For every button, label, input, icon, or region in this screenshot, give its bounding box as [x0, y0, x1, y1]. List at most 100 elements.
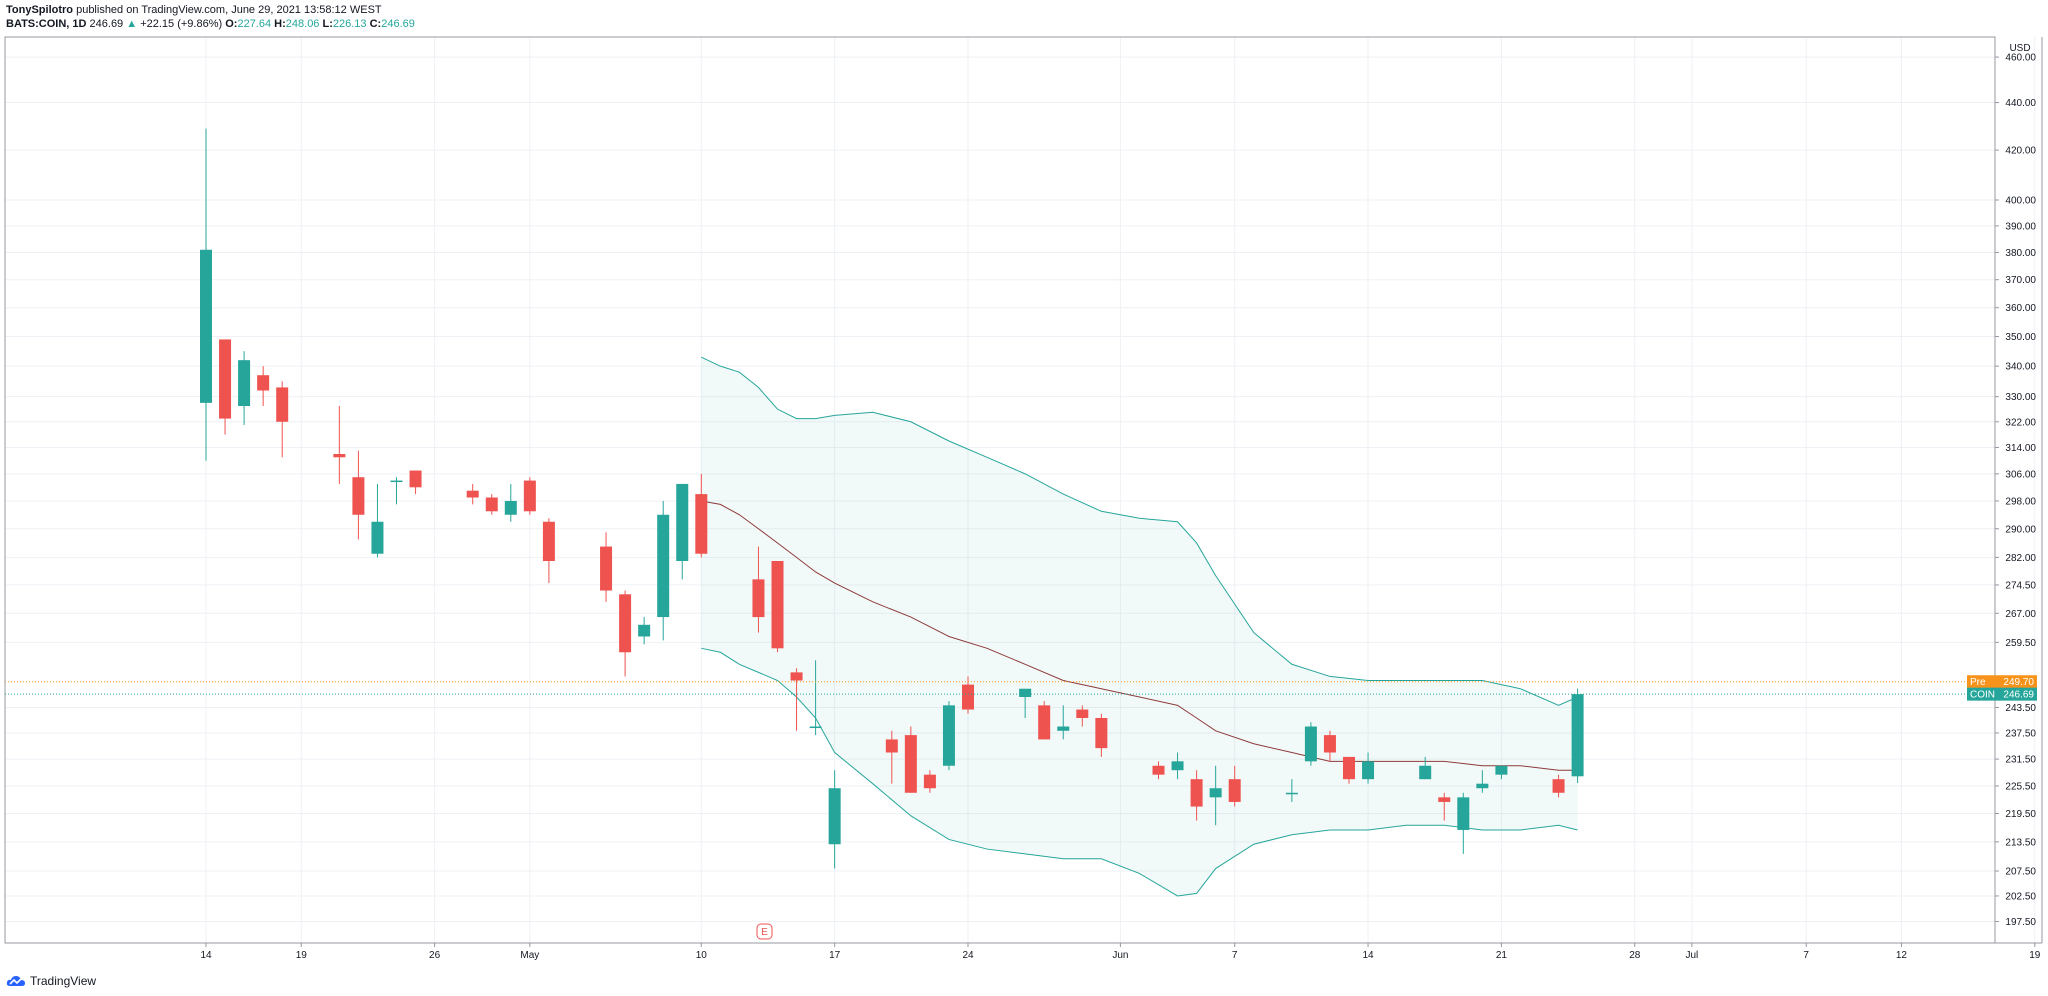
- candle-body: [542, 521, 555, 562]
- candle-up: [809, 660, 822, 736]
- x-tick-label: Jun: [1112, 950, 1128, 961]
- lower-band-line: [701, 647, 1578, 897]
- candle-body: [1571, 694, 1584, 777]
- candle-up: [1571, 688, 1584, 784]
- candle-up: [390, 477, 403, 505]
- low-label: L:: [322, 18, 333, 30]
- candle-down: [885, 730, 898, 784]
- candle-up: [1171, 752, 1184, 780]
- candle-body: [485, 497, 498, 512]
- x-tick-label: May: [520, 950, 539, 961]
- x-tick-label: Jul: [1686, 950, 1699, 961]
- candle-up: [1362, 752, 1375, 784]
- candle-down: [790, 668, 803, 731]
- author-name[interactable]: TonySpilotro: [6, 4, 74, 16]
- candle-body: [371, 521, 384, 554]
- candle-body: [1095, 717, 1108, 749]
- y-tick-label: 290.00: [2005, 524, 2036, 535]
- candle-body: [1019, 688, 1032, 697]
- candle-down: [619, 590, 632, 677]
- candle-up: [676, 483, 689, 580]
- y-tick-label: 314.00: [2005, 443, 2036, 454]
- candle-body: [1457, 797, 1470, 830]
- earnings-icon: E: [761, 927, 768, 938]
- open-value: 227.64: [237, 18, 272, 30]
- coin-tag-value: 246.69: [2003, 690, 2034, 701]
- candle-body: [752, 579, 765, 618]
- tradingview-logo[interactable]: TradingView: [6, 974, 96, 988]
- brand-name: TradingView: [30, 974, 97, 988]
- candle-down: [1095, 713, 1108, 757]
- low-value: 226.13: [332, 18, 367, 30]
- x-tick-label: 17: [829, 950, 841, 961]
- candle-down: [600, 532, 613, 602]
- x-tick-label: 14: [200, 950, 212, 961]
- currency-text: USD: [2009, 43, 2030, 54]
- candle-up: [638, 617, 651, 645]
- earnings-marker[interactable]: E: [756, 923, 773, 940]
- candle-down: [1190, 770, 1203, 821]
- y-tick-label: 400.00: [2005, 196, 2036, 207]
- y-tick-label: 243.50: [2005, 703, 2036, 714]
- candle-body: [676, 483, 689, 562]
- candle-up: [1057, 705, 1070, 740]
- bollinger-bands: [701, 356, 1578, 897]
- candle-body: [504, 500, 517, 515]
- y-tick-label: 322.00: [2005, 417, 2036, 428]
- candle-up: [942, 701, 955, 771]
- candle-up: [1285, 779, 1298, 802]
- x-tick-label: 26: [429, 950, 441, 961]
- candle-down: [1038, 701, 1051, 740]
- candle-down: [904, 726, 917, 793]
- candle-body: [1304, 726, 1317, 762]
- x-tick-label: 14: [1362, 950, 1374, 961]
- x-tick-label: 28: [1629, 950, 1641, 961]
- y-tick-label: 460.00: [2005, 53, 2036, 64]
- candle-body: [1285, 792, 1298, 795]
- candle-up: [1209, 765, 1222, 826]
- candle-down: [276, 381, 289, 458]
- y-tick-label: 219.50: [2005, 809, 2036, 820]
- ohlc-line: BATS:COIN, 1D 246.69 ▲ +22.15 (+9.86%) O…: [6, 17, 415, 31]
- upper-band-line: [701, 356, 1578, 706]
- candle-body: [923, 774, 936, 789]
- candle-body: [200, 249, 212, 403]
- candle-down: [1438, 792, 1451, 821]
- y-tick-label: 197.50: [2005, 917, 2036, 928]
- candles: [200, 128, 1584, 869]
- candle-body: [1057, 726, 1070, 731]
- candle-down: [923, 770, 936, 793]
- symbol-label[interactable]: BATS:COIN, 1D: [6, 18, 87, 30]
- publish-line: TonySpilotro published on TradingView.co…: [6, 3, 415, 17]
- candle-body: [1323, 735, 1336, 753]
- candle-body: [809, 726, 822, 729]
- tradingview-cloud-icon: [6, 976, 26, 986]
- candle-body: [657, 514, 670, 618]
- y-tick-label: 360.00: [2005, 303, 2036, 314]
- price-axis[interactable]: 197.50 202.50 207.50 213.50 219.50 225.50 231.…: [1995, 53, 2036, 928]
- candle-body: [466, 490, 479, 498]
- y-tick-label: 340.00: [2005, 362, 2036, 373]
- candle-up: [504, 483, 517, 522]
- candle-body: [352, 477, 365, 515]
- candle-down: [352, 450, 365, 540]
- candle-body: [1495, 765, 1508, 775]
- candle-down: [695, 473, 708, 558]
- x-tick-label: 12: [1896, 950, 1908, 961]
- y-tick-label: 259.50: [2005, 638, 2036, 649]
- x-tick-label: 7: [1803, 950, 1809, 961]
- candle-down: [466, 483, 479, 505]
- candle-body: [1552, 779, 1565, 793]
- candle-down: [219, 339, 232, 435]
- candle-body: [1076, 709, 1089, 718]
- candle-up: [828, 770, 841, 869]
- candle-down: [333, 406, 346, 484]
- candle-body: [600, 546, 613, 591]
- candle-up: [238, 351, 251, 425]
- y-tick-label: 350.00: [2005, 332, 2036, 343]
- candle-up: [1419, 756, 1432, 780]
- candle-up: [1457, 792, 1470, 854]
- y-tick-label: 298.00: [2005, 496, 2036, 507]
- time-axis[interactable]: 14 19 26 May 10 17 24 Jun 7 14 21 28 Jul 7 12 19: [200, 943, 2041, 961]
